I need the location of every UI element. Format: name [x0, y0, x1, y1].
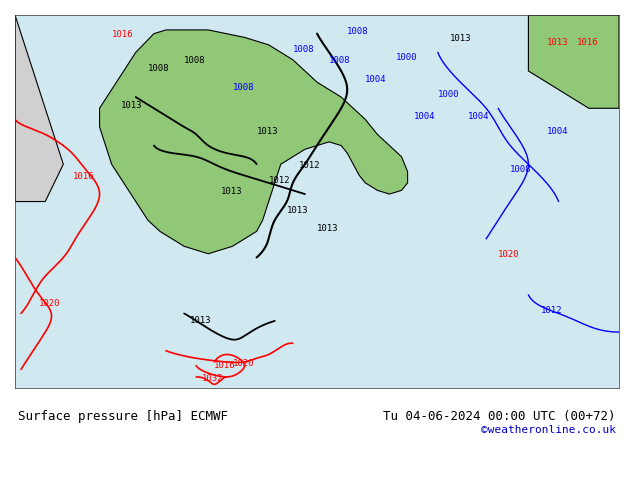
Text: 1013: 1013 [257, 127, 278, 136]
Polygon shape [528, 15, 619, 108]
Text: 1012: 1012 [299, 161, 320, 170]
Text: Tu 04-06-2024 00:00 UTC (00+72): Tu 04-06-2024 00:00 UTC (00+72) [384, 411, 616, 423]
Text: Surface pressure [hPa] ECMWF: Surface pressure [hPa] ECMWF [18, 411, 228, 423]
Text: 1013: 1013 [547, 38, 568, 47]
Text: 1016: 1016 [577, 38, 598, 47]
Text: 1013: 1013 [287, 206, 308, 215]
Text: 1020: 1020 [39, 299, 61, 308]
Text: 1008: 1008 [148, 64, 169, 73]
Text: 1008: 1008 [233, 83, 254, 92]
Text: 1016: 1016 [214, 361, 236, 369]
Text: 1012: 1012 [540, 306, 562, 316]
Polygon shape [15, 15, 63, 201]
Text: 1020: 1020 [498, 250, 520, 260]
Text: 1004: 1004 [468, 113, 489, 122]
Polygon shape [100, 30, 408, 254]
Text: 1013: 1013 [190, 316, 212, 325]
Text: 1020: 1020 [233, 359, 254, 368]
Text: 1013: 1013 [221, 187, 242, 196]
Text: 1008: 1008 [184, 56, 205, 66]
Text: 1013: 1013 [120, 101, 142, 110]
Text: 1000: 1000 [438, 90, 459, 99]
Text: ©weatheronline.co.uk: ©weatheronline.co.uk [481, 425, 616, 436]
Text: 1000: 1000 [396, 53, 417, 62]
Text: 1008: 1008 [347, 26, 369, 36]
Text: 1008: 1008 [329, 56, 351, 66]
Text: 1032: 1032 [202, 373, 224, 383]
Text: 1004: 1004 [547, 127, 568, 136]
Text: 1013: 1013 [450, 34, 472, 43]
Text: 1004: 1004 [365, 75, 387, 84]
Text: 1008: 1008 [510, 165, 532, 173]
Text: 1004: 1004 [413, 113, 435, 122]
Text: 1012: 1012 [269, 176, 290, 185]
Text: 1016: 1016 [112, 30, 133, 39]
Text: 1016: 1016 [72, 172, 94, 181]
Text: 1013: 1013 [317, 224, 339, 233]
Bar [15, 15, 619, 45]
Text: 1008: 1008 [293, 45, 314, 54]
